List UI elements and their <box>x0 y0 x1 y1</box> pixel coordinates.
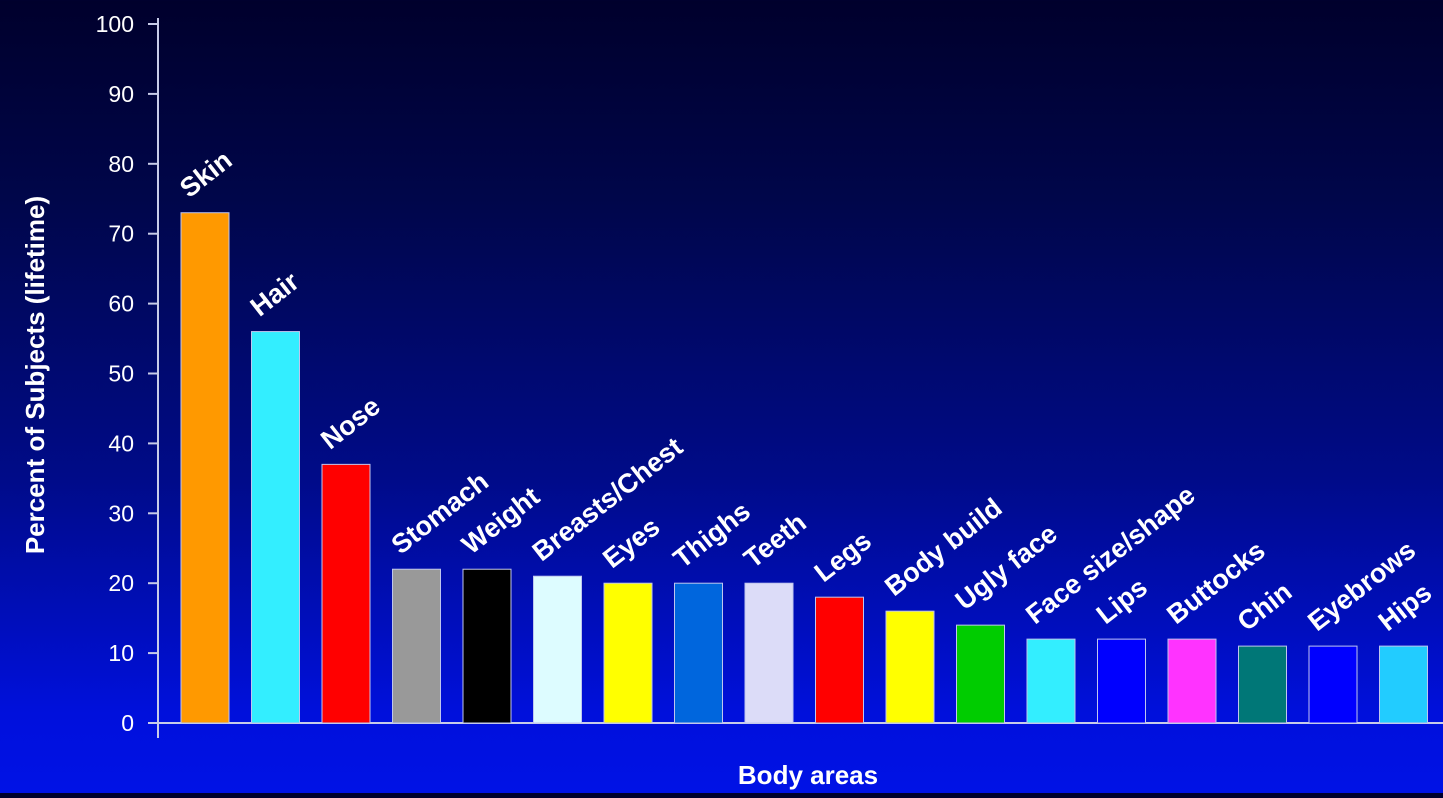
bar-hips <box>1379 645 1428 724</box>
y-tick-label: 30 <box>108 500 134 526</box>
bar-thighs <box>674 582 723 724</box>
y-tick-label: 60 <box>108 291 134 317</box>
y-tick-label: 0 <box>121 710 134 736</box>
y-tick-label: 50 <box>108 361 134 387</box>
bar-chin <box>1238 645 1287 724</box>
bar-teeth <box>744 582 794 724</box>
y-tick-label: 100 <box>96 11 134 37</box>
bar-label: Chin <box>1232 576 1298 637</box>
bar-eyebrows <box>1308 645 1358 724</box>
bar-nose <box>321 463 371 724</box>
y-tick-label: 10 <box>108 640 134 666</box>
bar-label: Nose <box>315 391 386 455</box>
bar-face-size-shape <box>1026 638 1076 724</box>
bar-hair <box>251 331 300 724</box>
bar-label: Thighs <box>668 496 756 574</box>
bar-body-build <box>885 610 935 724</box>
bar-skin <box>180 212 230 724</box>
bar-ugly-face <box>956 624 1005 724</box>
y-tick-label: 70 <box>108 221 134 247</box>
y-tick-label: 40 <box>108 430 134 456</box>
bar-label: Skin <box>174 145 237 204</box>
bar-breasts-chest <box>533 575 582 724</box>
y-tick-label: 90 <box>108 81 134 107</box>
bar-label: Legs <box>809 525 877 587</box>
x-axis-title: Body areas <box>738 760 878 790</box>
bar-lips <box>1097 638 1146 724</box>
y-tick-label: 20 <box>108 570 134 596</box>
bar-label: Eyes <box>597 511 665 573</box>
bars <box>180 212 1428 724</box>
bar-weight <box>462 568 512 724</box>
y-tick-label: 80 <box>108 151 134 177</box>
y-ticks: 0 10 20 30 40 50 60 70 80 90 100 <box>96 11 158 736</box>
bar-stomach <box>392 568 441 724</box>
bar-label: Hair <box>245 266 305 322</box>
bar-eyes <box>603 582 653 724</box>
y-axis-title: Percent of Subjects (lifetime) <box>20 196 50 554</box>
bar-legs <box>815 596 864 724</box>
bar-buttocks <box>1167 638 1217 724</box>
